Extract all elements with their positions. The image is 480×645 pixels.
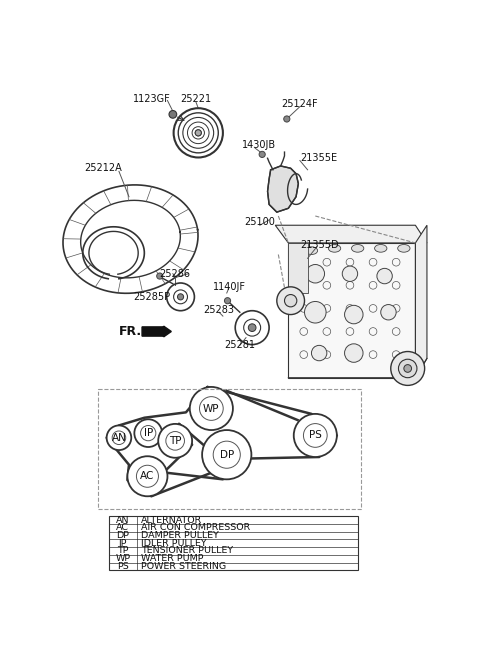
Circle shape bbox=[169, 110, 177, 118]
Text: DP: DP bbox=[220, 450, 234, 460]
Ellipse shape bbox=[374, 244, 387, 252]
Circle shape bbox=[134, 419, 162, 447]
Circle shape bbox=[381, 304, 396, 320]
Polygon shape bbox=[267, 166, 299, 212]
Circle shape bbox=[391, 352, 425, 386]
Text: AC: AC bbox=[140, 471, 155, 481]
Text: AN: AN bbox=[111, 433, 126, 442]
Text: IP: IP bbox=[144, 428, 153, 438]
Circle shape bbox=[304, 301, 326, 323]
Circle shape bbox=[178, 293, 184, 300]
Text: 1430JB: 1430JB bbox=[242, 140, 276, 150]
Circle shape bbox=[312, 345, 327, 361]
Ellipse shape bbox=[305, 247, 318, 255]
Circle shape bbox=[285, 295, 297, 307]
Text: 1123GF: 1123GF bbox=[133, 94, 171, 104]
Text: FR.: FR. bbox=[119, 325, 142, 338]
Text: 25212A: 25212A bbox=[84, 163, 122, 174]
Text: WP: WP bbox=[115, 554, 131, 563]
Circle shape bbox=[306, 264, 324, 283]
Circle shape bbox=[277, 287, 304, 315]
Circle shape bbox=[195, 130, 201, 136]
Circle shape bbox=[342, 266, 358, 281]
Circle shape bbox=[284, 116, 290, 122]
Circle shape bbox=[107, 426, 131, 450]
Ellipse shape bbox=[351, 244, 364, 252]
Text: ALTERNATOR: ALTERNATOR bbox=[141, 515, 203, 524]
Text: AN: AN bbox=[116, 515, 130, 524]
Text: TP: TP bbox=[117, 546, 129, 555]
Text: TENSIONER PULLEY: TENSIONER PULLEY bbox=[141, 546, 233, 555]
Text: 25124F: 25124F bbox=[282, 99, 318, 110]
Text: 25285P: 25285P bbox=[133, 292, 170, 302]
Circle shape bbox=[404, 364, 411, 372]
Ellipse shape bbox=[398, 244, 410, 252]
Text: AIR CON COMPRESSOR: AIR CON COMPRESSOR bbox=[141, 523, 251, 532]
Circle shape bbox=[127, 456, 168, 496]
Text: 21355E: 21355E bbox=[300, 154, 338, 163]
Text: DAMPER PULLEY: DAMPER PULLEY bbox=[141, 531, 219, 540]
Text: 25286: 25286 bbox=[160, 269, 191, 279]
Polygon shape bbox=[288, 243, 415, 378]
Circle shape bbox=[377, 268, 392, 284]
Polygon shape bbox=[415, 225, 427, 378]
Text: PS: PS bbox=[117, 562, 129, 571]
Circle shape bbox=[225, 297, 230, 304]
Circle shape bbox=[190, 387, 233, 430]
Circle shape bbox=[259, 152, 265, 157]
Circle shape bbox=[294, 414, 337, 457]
Text: 25221: 25221 bbox=[180, 94, 212, 104]
Text: 1140JF: 1140JF bbox=[213, 282, 246, 292]
Polygon shape bbox=[275, 225, 427, 243]
Circle shape bbox=[345, 305, 363, 324]
Circle shape bbox=[248, 324, 256, 332]
Text: 25283: 25283 bbox=[204, 305, 235, 315]
Ellipse shape bbox=[328, 244, 341, 252]
Text: 25100: 25100 bbox=[244, 217, 276, 227]
Text: IP: IP bbox=[119, 539, 127, 548]
Text: WATER PUMP: WATER PUMP bbox=[141, 554, 204, 563]
Text: PS: PS bbox=[309, 430, 322, 441]
Text: AC: AC bbox=[116, 523, 129, 532]
Text: TP: TP bbox=[169, 436, 181, 446]
Text: 21355D: 21355D bbox=[300, 240, 338, 250]
Text: WP: WP bbox=[203, 404, 219, 413]
Text: 25281: 25281 bbox=[224, 341, 255, 350]
Text: DP: DP bbox=[116, 531, 129, 540]
Circle shape bbox=[345, 344, 363, 362]
Text: IDLER PULLEY: IDLER PULLEY bbox=[141, 539, 207, 548]
Circle shape bbox=[158, 424, 192, 458]
Text: POWER STEERING: POWER STEERING bbox=[141, 562, 227, 571]
Circle shape bbox=[202, 430, 252, 479]
Circle shape bbox=[398, 359, 417, 378]
Circle shape bbox=[156, 273, 163, 279]
Polygon shape bbox=[288, 243, 308, 293]
FancyArrow shape bbox=[142, 326, 171, 337]
